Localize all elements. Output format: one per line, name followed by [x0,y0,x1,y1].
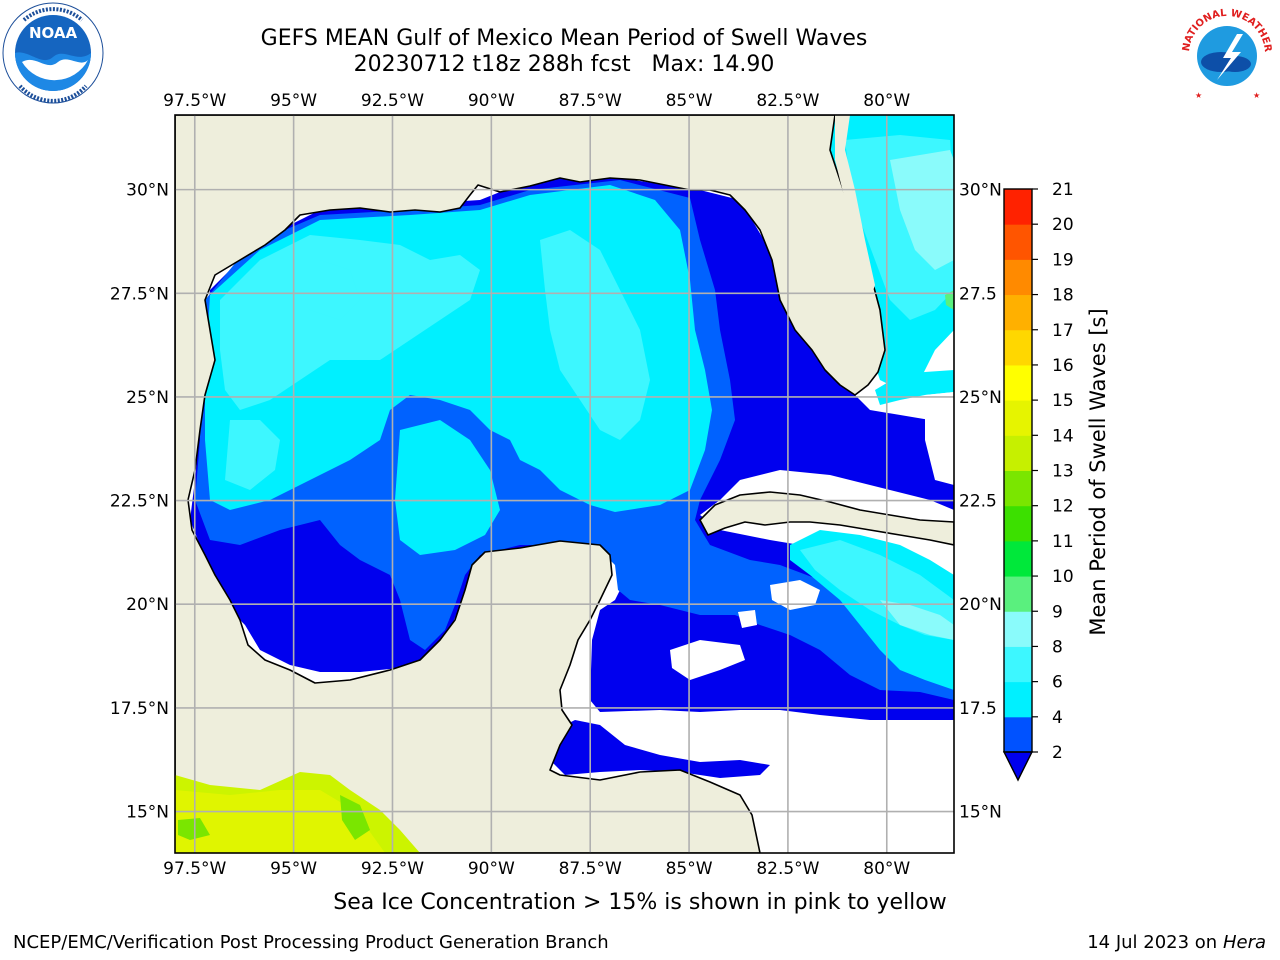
lon-label-top: 82.5°W [756,91,819,111]
land-masses [175,115,954,853]
lon-label-top: 85°W [666,91,713,111]
colorbar-underflow-arrow [1002,751,1034,782]
colorbar-tick-label: 21 [1052,180,1074,200]
lon-label-bottom: 85°W [666,859,713,879]
credit-line: NCEP/EMC/Verification Post Processing Pr… [13,932,609,953]
colorbar-tick-label: 6 [1052,673,1063,693]
lon-label-bottom: 90°W [468,859,515,879]
colorbar-segment [1004,716,1032,753]
lon-label-top: 97.5°W [163,91,226,111]
colorbar-tick-label: 2 [1052,743,1063,763]
grid-lines [175,115,954,853]
lon-label-bottom: 95°W [270,859,317,879]
colorbar-tick-label: 19 [1052,250,1074,270]
lat-label-right: 22.5 [959,492,997,512]
colorbar-tick-label: 8 [1052,637,1063,657]
colorbar-segment [1004,400,1032,436]
svg-text:★: ★ [1253,91,1260,100]
lon-labels-top: 97.5°W 95°W 92.5°W 90°W 87.5°W 85°W 82.5°W 80°W [163,91,910,111]
lat-label-right: 27.5 [959,284,997,304]
title-line-1: GEFS MEAN Gulf of Mexico Mean Period of … [260,26,868,51]
lon-label-bottom: 80°W [863,859,910,879]
colorbar-segment [1004,189,1032,225]
colorbar-tick-label: 16 [1052,356,1074,376]
colorbar-tick-label: 18 [1052,286,1074,306]
lat-labels-right: 30°N 27.5 25°N 22.5 20°N 17.5 15°N [959,181,1002,823]
chart-title: GEFS MEAN Gulf of Mexico Mean Period of … [0,26,1128,78]
colorbar: 2 4 6 8 9 10 11 12 13 14 15 16 17 18 19 20 21 [1002,180,1074,782]
colorbar-segment [1004,329,1032,366]
lon-label-bottom: 97.5°W [163,859,226,879]
colorbar-segment [1004,576,1032,612]
colorbar-tick-label: 14 [1052,426,1074,446]
colorbar-tick-label: 10 [1052,567,1074,587]
nws-logo: NATIONAL WEATHER SERVICE ★ ★ [1177,4,1274,101]
lat-label-left: 20°N [126,595,169,615]
map-area [175,115,954,853]
noaa-logo-text: NOAA [29,24,78,42]
colorbar-segment [1004,470,1032,507]
date-line: 14 Jul 2023 on Hera [1087,932,1266,953]
colorbar-tick-label: 13 [1052,462,1074,482]
lat-label-right: 20°N [959,595,1002,615]
lat-label-left: 25°N [126,388,169,408]
colorbar-tick-label: 15 [1052,391,1074,411]
colorbar-tick-label: 9 [1052,602,1063,622]
colorbar-label: Mean Period of Swell Waves [s] [1086,308,1110,635]
title-line-2: 20230712 t18z 288h fcst Max: 14.90 [353,52,775,77]
lat-label-right: 25°N [959,388,1002,408]
lat-label-left: 15°N [126,803,169,823]
lon-label-top: 92.5°W [361,91,424,111]
lon-label-bottom: 92.5°W [361,859,424,879]
colorbar-segment [1004,611,1032,647]
colorbar-segment [1004,294,1032,331]
pacific-field [175,772,420,853]
colorbar-tick-label: 12 [1052,497,1074,517]
host-name: Hera [1222,932,1266,953]
lon-label-top: 95°W [270,91,317,111]
lat-label-left: 22.5°N [110,492,169,512]
lat-label-left: 17.5°N [110,699,169,719]
colorbar-segment [1004,435,1032,471]
swell-field-gulf [190,115,954,778]
lat-labels-left: 30°N 27.5°N 25°N 22.5°N 20°N 17.5°N 15°N [110,181,169,823]
colorbar-segment [1004,259,1032,296]
lat-label-right: 15°N [959,803,1002,823]
map-frame [174,114,955,854]
date-text: 14 Jul 2023 on [1087,932,1223,953]
lat-label-left: 27.5°N [110,284,169,304]
colorbar-segment [1004,224,1032,260]
lon-label-bottom: 87.5°W [559,859,622,879]
colorbar-segment [1004,646,1032,683]
lon-labels-bottom: 97.5°W 95°W 92.5°W 90°W 87.5°W 85°W 82.5°W 80°W [163,859,910,879]
colorbar-tick-label: 20 [1052,215,1074,235]
noaa-logo: NOAA [2,2,104,104]
lat-label-right: 30°N [959,181,1002,201]
lat-label-left: 30°N [126,181,169,201]
colorbar-segment [1004,364,1032,401]
caption: Sea Ice Concentration > 15% is shown in … [333,890,947,915]
lat-label-right: 17.5 [959,699,997,719]
colorbar-tick-label: 17 [1052,321,1074,341]
lon-label-top: 80°W [863,91,910,111]
lon-label-top: 87.5°W [559,91,622,111]
lon-label-top: 90°W [468,91,515,111]
colorbar-segment [1004,681,1032,718]
lon-label-bottom: 82.5°W [756,859,819,879]
colorbar-segment [1004,505,1032,542]
svg-text:★: ★ [1195,91,1202,100]
colorbar-segment [1004,540,1032,577]
colorbar-tick-label: 11 [1052,532,1074,552]
colorbar-tick-label: 4 [1052,708,1063,728]
